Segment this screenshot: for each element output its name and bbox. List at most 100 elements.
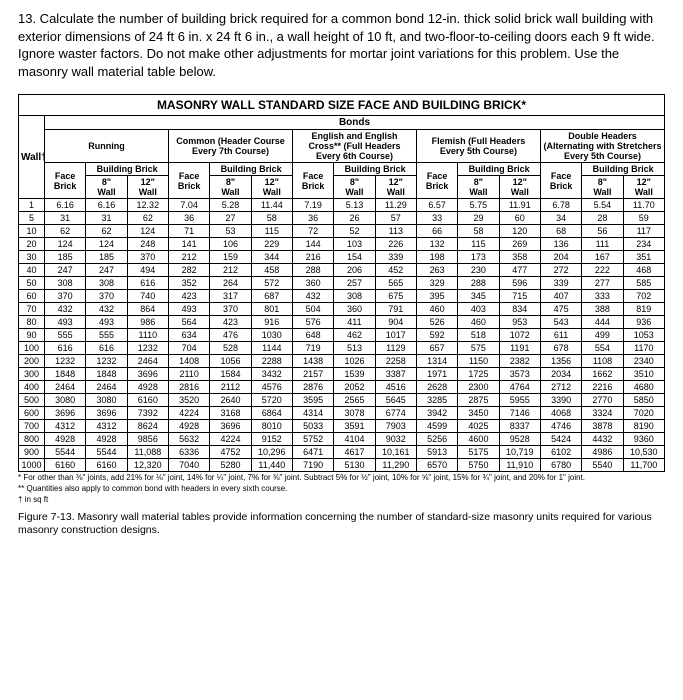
table-row: 1006166161232704528114471951311296575751… — [19, 342, 665, 355]
table-cell: 3942 — [416, 407, 457, 420]
table-cell: 554 — [582, 342, 623, 355]
table-cell: 5.13 — [334, 199, 375, 212]
table-cell: 317 — [210, 290, 251, 303]
table-row: 9055555511106344761030648462101759251810… — [19, 329, 665, 342]
table-cell: 50 — [19, 277, 45, 290]
table-cell: 675 — [375, 290, 416, 303]
col-8: 8"Wall — [210, 176, 251, 199]
table-cell: 616 — [45, 342, 86, 355]
table-cell: 2216 — [582, 381, 623, 394]
table-cell: 4986 — [582, 446, 623, 459]
table-cell: 916 — [251, 316, 292, 329]
col-12: 12"Wall — [499, 176, 540, 199]
table-cell: 36 — [168, 212, 209, 225]
table-cell: 272 — [540, 264, 581, 277]
table-cell: 648 — [292, 329, 333, 342]
building-brick-h: Building Brick — [86, 163, 169, 176]
table-cell: 4104 — [334, 433, 375, 446]
table-cell: 60 — [19, 290, 45, 303]
table-cell: 124 — [86, 238, 127, 251]
face-brick-h: Face Brick — [292, 163, 333, 199]
table-cell: 576 — [292, 316, 333, 329]
wall-header: Wall† — [19, 116, 45, 199]
table-cell: 468 — [623, 264, 664, 277]
table-cell: 27 — [210, 212, 251, 225]
table-cell: 4928 — [127, 381, 168, 394]
table-cell: 6160 — [127, 394, 168, 407]
table-cell: 3520 — [168, 394, 209, 407]
table-cell: 59 — [623, 212, 664, 225]
table-cell: 719 — [292, 342, 333, 355]
table-cell: 936 — [623, 316, 664, 329]
table-cell: 460 — [458, 316, 499, 329]
table-cell: 7.04 — [168, 199, 209, 212]
table-cell: 400 — [19, 381, 45, 394]
table-cell: 185 — [45, 251, 86, 264]
table-cell: 206 — [334, 264, 375, 277]
building-brick-h: Building Brick — [582, 163, 665, 176]
table-cell: 423 — [168, 290, 209, 303]
table-cell: 6160 — [45, 459, 86, 472]
table-row: 4024724749428221245828820645226323047727… — [19, 264, 665, 277]
table-cell: 10,161 — [375, 446, 416, 459]
table-cell: 565 — [375, 277, 416, 290]
table-cell: 476 — [210, 329, 251, 342]
table-cell: 198 — [416, 251, 457, 264]
table-cell: 5175 — [458, 446, 499, 459]
table-cell: 616 — [127, 277, 168, 290]
table-cell: 2464 — [127, 355, 168, 368]
table-cell: 360 — [292, 277, 333, 290]
building-brick-h: Building Brick — [210, 163, 293, 176]
table-cell: 12.32 — [127, 199, 168, 212]
table-cell: 58 — [458, 225, 499, 238]
table-cell: 5544 — [45, 446, 86, 459]
table-cell: 475 — [540, 303, 581, 316]
table-cell: 953 — [499, 316, 540, 329]
table-cell: 3080 — [86, 394, 127, 407]
table-cell: 2816 — [168, 381, 209, 394]
table-cell: 2770 — [582, 394, 623, 407]
table-cell: 9856 — [127, 433, 168, 446]
table-cell: 1030 — [251, 329, 292, 342]
table-cell: 136 — [540, 238, 581, 251]
table-cell: 100 — [19, 342, 45, 355]
table-cell: 5280 — [210, 459, 251, 472]
table-cell: 308 — [334, 290, 375, 303]
table-cell: 234 — [623, 238, 664, 251]
table-cell: 31 — [86, 212, 127, 225]
face-brick-h: Face Brick — [168, 163, 209, 199]
table-cell: 657 — [416, 342, 457, 355]
face-brick-h: Face Brick — [540, 163, 581, 199]
table-cell: 5.75 — [458, 199, 499, 212]
table-cell: 277 — [582, 277, 623, 290]
table-cell: 1539 — [334, 368, 375, 381]
table-cell: 3696 — [45, 407, 86, 420]
group-flemish: Flemish (Full Headers Every 5th Course) — [416, 130, 540, 163]
table-cell: 3450 — [458, 407, 499, 420]
table-cell: 3168 — [210, 407, 251, 420]
table-cell: 7.19 — [292, 199, 333, 212]
table-row: 10006160616012,3207040528011,44071905130… — [19, 459, 665, 472]
table-cell: 60 — [499, 212, 540, 225]
table-cell: 8190 — [623, 420, 664, 433]
table-cell: 462 — [334, 329, 375, 342]
table-cell: 1 — [19, 199, 45, 212]
table-cell: 339 — [540, 277, 581, 290]
table-cell: 6774 — [375, 407, 416, 420]
table-cell: 2464 — [45, 381, 86, 394]
table-cell: 504 — [292, 303, 333, 316]
table-cell: 4576 — [251, 381, 292, 394]
face-brick-h: Face Brick — [45, 163, 86, 199]
table-cell: 33 — [416, 212, 457, 225]
table-cell: 3591 — [334, 420, 375, 433]
table-cell: 1662 — [582, 368, 623, 381]
table-cell: 248 — [127, 238, 168, 251]
table-cell: 6.57 — [416, 199, 457, 212]
table-cell: 3432 — [251, 368, 292, 381]
table-row: 5003080308061603520264057203595256556453… — [19, 394, 665, 407]
table-cell: 3390 — [540, 394, 581, 407]
table-cell: 167 — [582, 251, 623, 264]
table-cell: 10 — [19, 225, 45, 238]
table-cell: 1191 — [499, 342, 540, 355]
table-body: 16.166.1612.327.045.2811.447.195.1311.29… — [19, 199, 665, 472]
